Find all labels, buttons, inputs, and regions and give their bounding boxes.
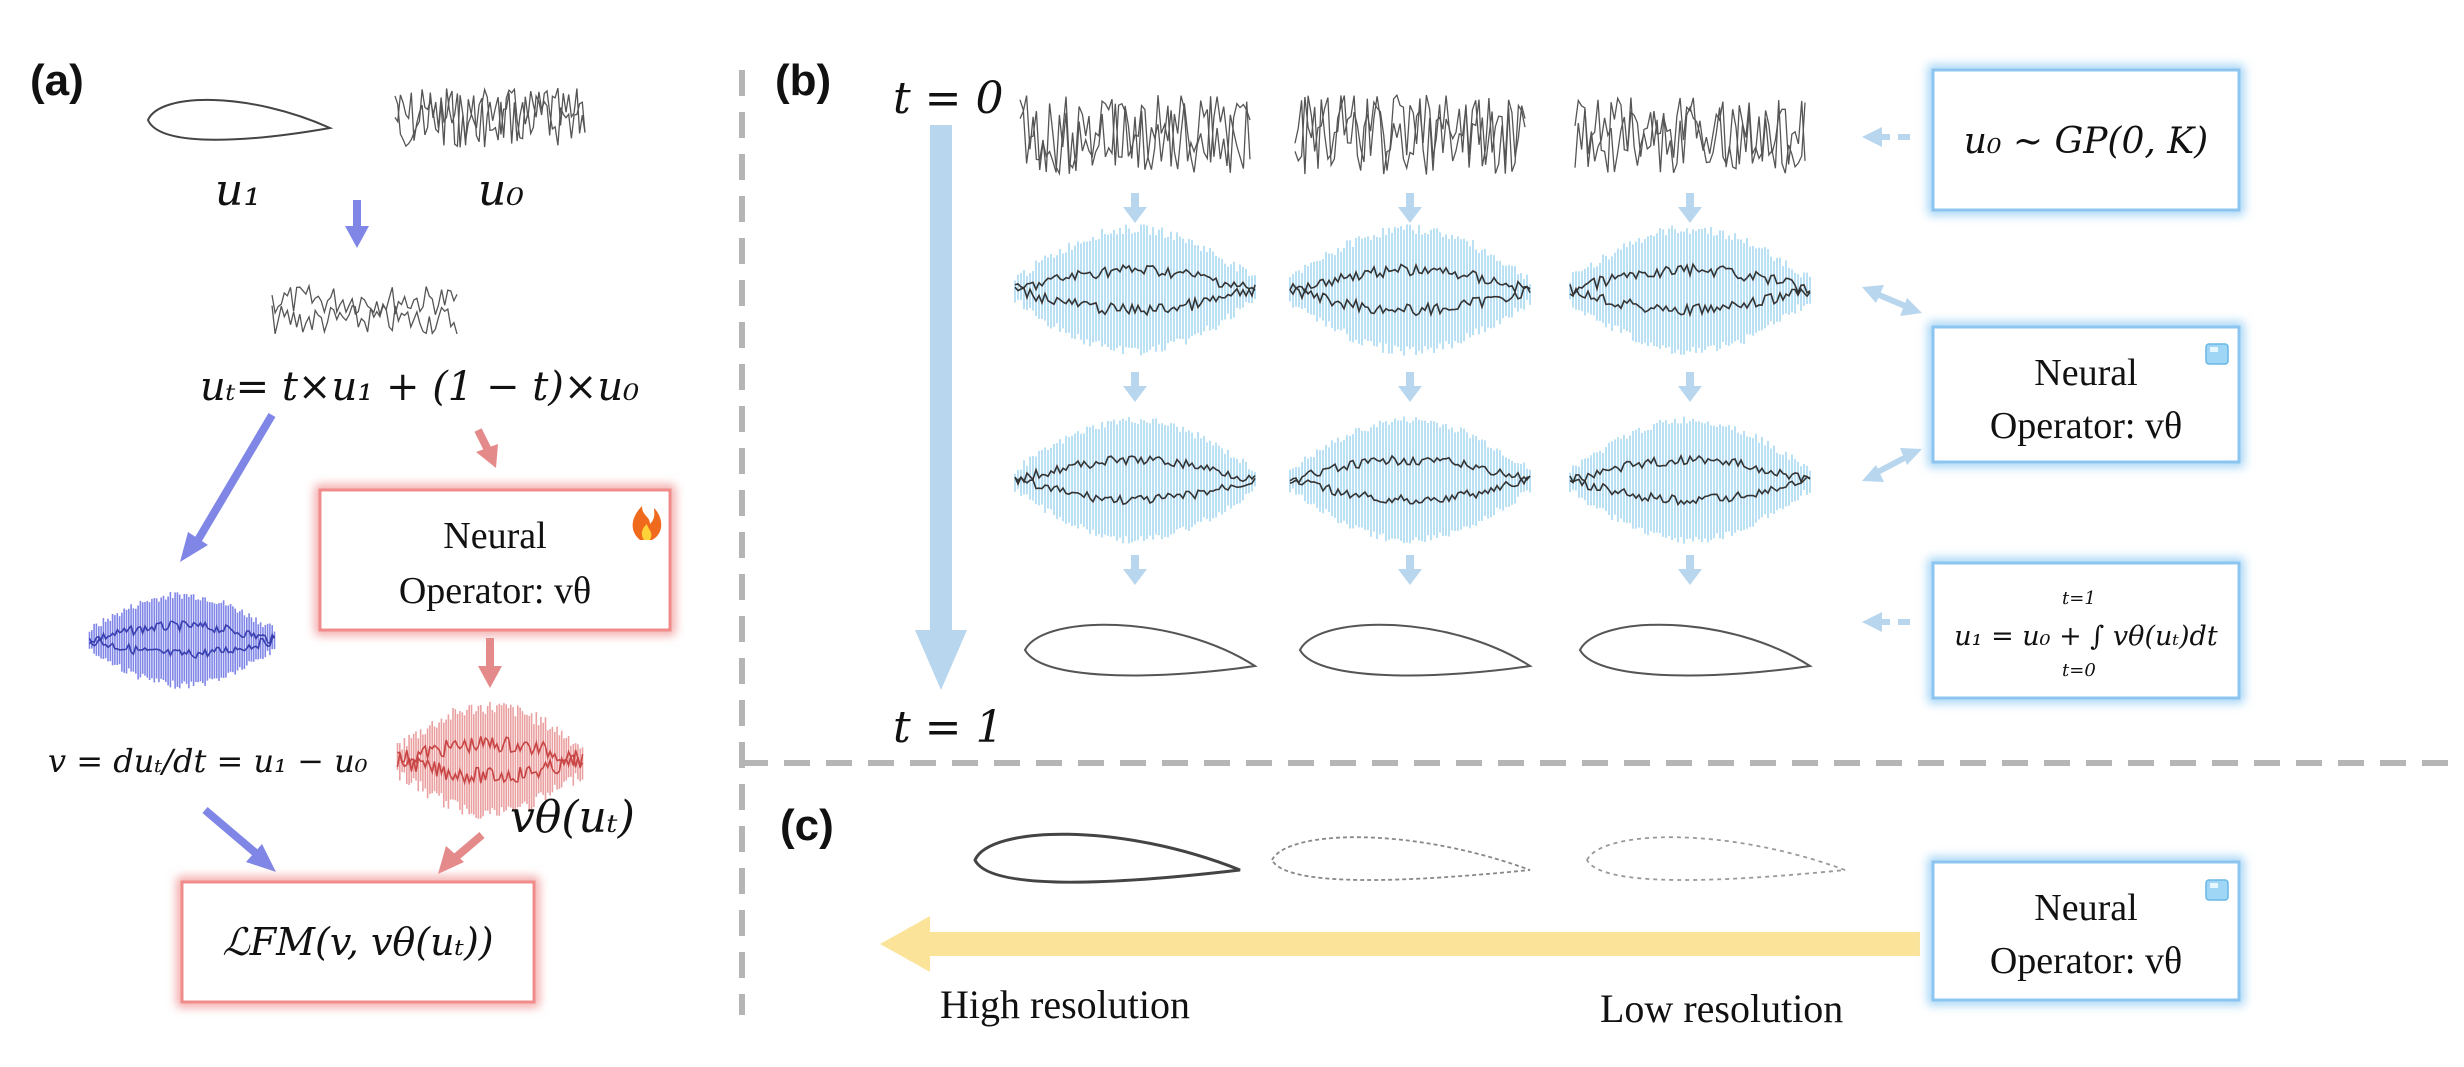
label-u1: u₁ (215, 165, 261, 216)
flame-icon (632, 506, 662, 540)
panel-label-a: (a) (30, 56, 84, 105)
ode-lower-limit: t=0 (2062, 660, 2096, 681)
panel-label-b: (b) (775, 56, 831, 105)
arrow-pred-to-loss (452, 831, 485, 862)
prior-box: u₀ ~ GP(0, K) (1928, 65, 2244, 215)
double-arrow-neural-top (1862, 285, 1922, 316)
loss-box: ℒFM(v, vθ(uₜ)) (177, 877, 539, 1007)
interp-equation: uₜ= t×u₁ + (1 − t)×u₀ (200, 364, 639, 410)
flow-sample-grid (1014, 93, 1813, 677)
airfoil-mid-res (1270, 836, 1531, 881)
arrow-a-to-velocity (191, 412, 276, 548)
velocity-field-v (88, 592, 276, 689)
resolution-arrow (880, 916, 1920, 972)
airfoil-u1 (146, 98, 334, 141)
airfoil-high-res (973, 832, 1241, 884)
vtheta-ut-label: vθ(uₜ) (510, 792, 635, 843)
predicted-field-vtheta (396, 701, 584, 819)
panel-label-c: (c) (780, 801, 834, 850)
neural-operator-frozen-box-b: Neural Operator: vθ (1928, 322, 2244, 467)
ode-box: u₁ = u₀ + ∫ vθ(uₜ)dt t=1 t=0 (1928, 558, 2244, 703)
ode-upper-limit: t=1 (2062, 588, 2096, 609)
ode-formula: u₁ = u₀ + ∫ vθ(uₜ)dt (1954, 621, 2218, 652)
dashed-arrow-prior (1862, 127, 1910, 147)
t1-label: t = 1 (893, 702, 1004, 753)
loss-formula: ℒFM(v, vθ(uₜ)) (222, 920, 493, 964)
dashed-arrow-ode (1862, 612, 1910, 632)
neural-operator-frozen-box-c: Neural Operator: vθ (1928, 857, 2244, 1005)
neural-op-a-line2: Operator: vθ (399, 570, 591, 612)
velocity-equation: v = duₜ/dt = u₁ − u₀ (48, 742, 368, 780)
arrow-a-to-neural (474, 428, 492, 452)
high-resolution-label: High resolution (940, 982, 1190, 1027)
t0-label: t = 0 (893, 73, 1004, 124)
neural-operator-trainable-box: Neural Operator: vθ (315, 485, 675, 635)
neural-op-b-line1: Neural (2034, 352, 2137, 394)
neural-op-c-line1: Neural (2034, 887, 2137, 929)
arrow-velocity-to-loss (202, 806, 261, 859)
noise-u0 (394, 86, 586, 148)
label-u0: u₀ (478, 165, 524, 216)
neural-op-a-line1: Neural (443, 515, 546, 557)
ice-cube-icon (2205, 343, 2229, 365)
low-resolution-label: Low resolution (1600, 986, 1843, 1031)
neural-op-b-line2: Operator: vθ (1990, 405, 2182, 447)
time-arrow (930, 125, 952, 635)
prior-formula: u₀ ~ GP(0, K) (1964, 121, 2208, 162)
ice-cube-icon (2205, 879, 2229, 901)
interpolated-shape-ut (271, 283, 458, 336)
double-arrow-neural-bottom (1862, 448, 1922, 482)
neural-op-c-line2: Operator: vθ (1990, 940, 2182, 982)
airfoil-low-res (1585, 836, 1846, 881)
